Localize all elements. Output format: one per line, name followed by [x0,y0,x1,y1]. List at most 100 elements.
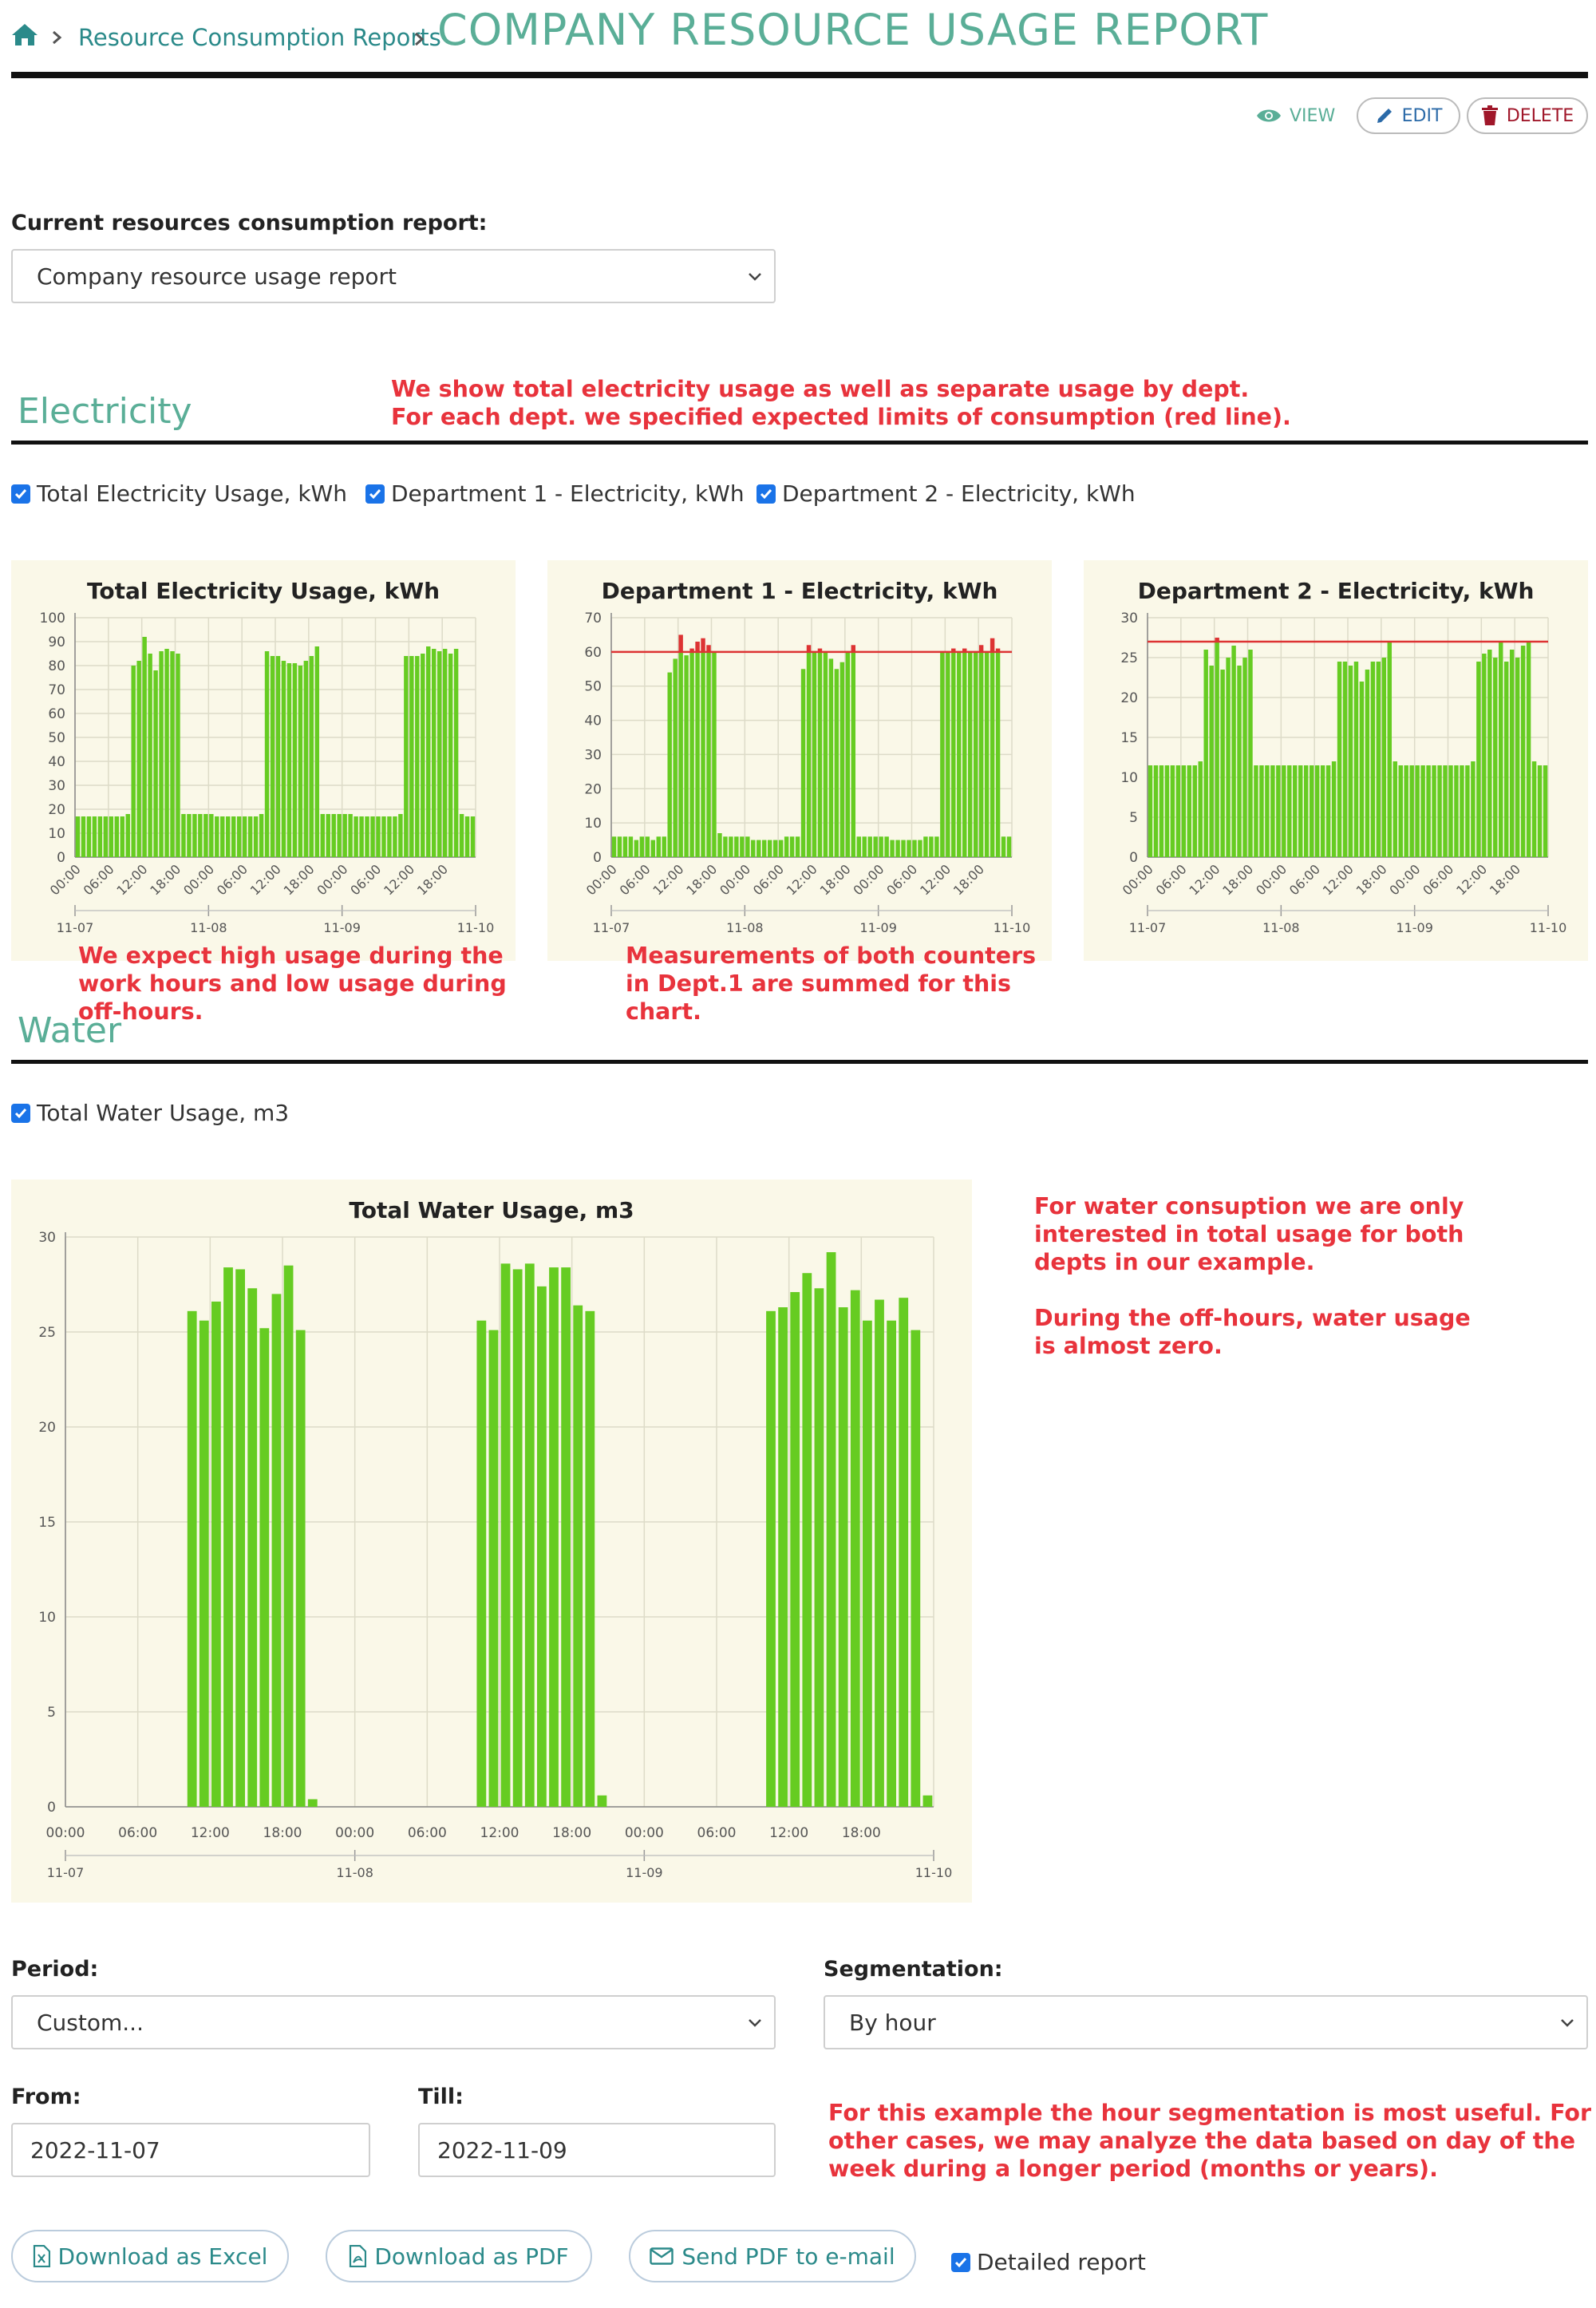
period-select[interactable]: Custom... [11,1995,776,2049]
bar [1170,765,1175,857]
bar-over-limit [962,648,967,652]
y-tick-label: 15 [38,1515,56,1531]
delete-button[interactable]: DELETE [1467,97,1588,134]
bar [295,1330,306,1807]
x-tick-label: 06:00 [750,861,787,898]
edit-label: EDIT [1401,105,1443,126]
bar [286,663,292,857]
bar [231,816,236,857]
detailed-report-checkbox[interactable]: Detailed report [951,2249,1146,2275]
header-divider [11,72,1588,78]
y-tick-label: 10 [1120,770,1138,786]
y-tick-label: 0 [57,850,65,866]
bar [597,1795,607,1807]
bar [1353,662,1359,857]
total-electricity-checkbox-label: Total Electricity Usage, kWh [37,480,347,507]
x-tick-label: 00:00 [1120,861,1156,898]
bar [862,836,867,857]
bar [114,816,120,857]
checkbox-checked-icon [951,2252,970,2272]
download-pdf-button[interactable]: Download as PDF [326,2230,592,2282]
bar [203,814,208,857]
report-select[interactable]: Company resource usage report [11,249,776,303]
bar [890,840,895,857]
till-label: Till: [418,2085,464,2109]
y-tick-label: 70 [584,611,602,626]
bar [215,816,219,857]
bar [634,840,639,857]
bar [984,651,990,857]
home-icon[interactable] [11,22,38,46]
bar [536,1286,547,1807]
bar-over-limit [817,648,823,652]
bar [1398,765,1403,857]
day-tick-label: 11-10 [457,920,495,935]
from-label: From: [11,2085,81,2109]
day-tick-label: 11-08 [190,920,227,935]
bar-over-limit [951,648,956,652]
till-date-input[interactable]: 2022-11-09 [418,2123,776,2177]
chevron-down-icon [749,2019,761,2027]
y-tick-label: 30 [1120,611,1138,626]
segmentation-label: Segmentation: [824,1957,1003,1982]
bar [220,816,225,857]
bar [281,661,286,857]
bar [376,816,381,857]
bar [806,651,812,857]
x-tick-label: 00:00 [625,1825,664,1841]
total-electricity-checkbox[interactable]: Total Electricity Usage, kWh [11,480,347,507]
bar [247,816,253,857]
dept2-electricity-checkbox[interactable]: Department 2 - Electricity, kWh [757,480,1136,507]
electricity-pattern-note: We expect high usage during the work hou… [78,943,507,1025]
y-tick-label: 30 [584,747,602,763]
y-tick-label: 60 [584,645,602,661]
x-tick-label: 12:00 [784,861,820,898]
bar [1337,662,1342,857]
y-tick-label: 10 [48,826,65,842]
x-tick-label: 06:00 [347,861,384,898]
chevron-down-icon [749,273,761,281]
bar [862,1320,872,1807]
detailed-report-label: Detailed report [977,2249,1146,2275]
bar [1320,765,1325,857]
day-tick-label: 11-09 [1396,920,1433,935]
day-tick-label: 11-10 [915,1865,953,1880]
segmentation-select[interactable]: By hour [824,1995,1588,2049]
download-excel-button[interactable]: Download as Excel [11,2230,289,2282]
x-tick-label: 12:00 [247,861,284,898]
bar [1270,765,1275,857]
bar [800,669,806,857]
send-pdf-email-button[interactable]: Send PDF to e-mail [629,2230,916,2282]
water-divider [11,1060,1588,1064]
bar [617,836,622,857]
from-date-input[interactable]: 2022-11-07 [11,2123,370,2177]
bar [585,1310,595,1807]
bar [247,1288,258,1807]
total-water-checkbox[interactable]: Total Water Usage, m3 [11,1100,289,1126]
x-tick-label: 06:00 [697,1825,737,1841]
y-tick-label: 15 [1120,730,1138,746]
bar [326,814,330,857]
view-button[interactable]: VIEW [1256,97,1335,134]
edit-button[interactable]: EDIT [1357,97,1460,134]
day-tick-label: 11-08 [336,1865,373,1880]
bar-over-limit [689,648,694,652]
electricity-section-title: Electricity [18,391,192,432]
breadcrumb-reports-link[interactable]: Resource Consumption Reports [78,24,441,51]
bar [264,651,270,857]
bar [772,840,778,857]
y-tick-label: 60 [48,706,65,722]
bar [899,1298,909,1807]
bar [359,816,364,857]
pencil-icon [1377,109,1392,123]
bar [701,651,705,857]
bar [303,661,309,857]
bar [766,1310,776,1807]
y-tick-label: 50 [584,679,602,695]
bar [1175,765,1181,857]
x-tick-label: 06:00 [1153,861,1190,898]
bar [656,836,661,857]
bar [745,836,750,857]
dept1-electricity-checkbox[interactable]: Department 1 - Electricity, kWh [365,480,745,507]
bar [1159,765,1164,857]
